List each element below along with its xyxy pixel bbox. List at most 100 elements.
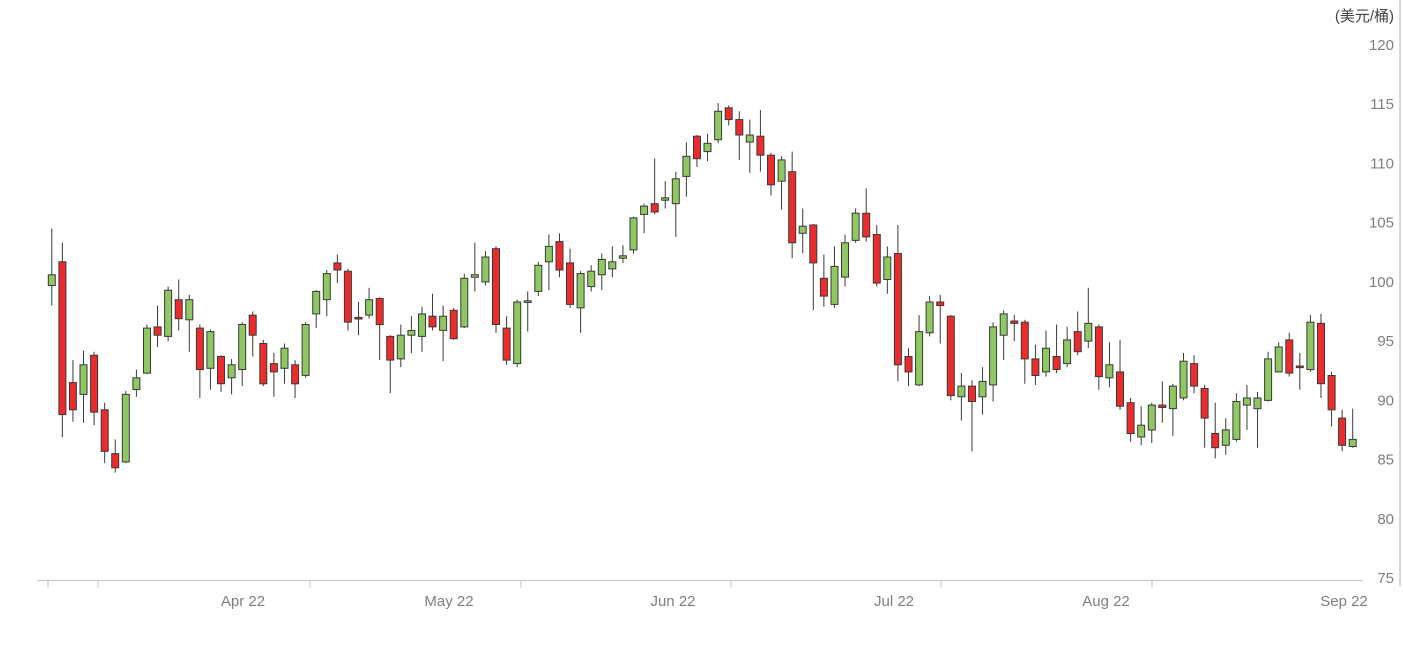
- candle[interactable]: [58, 242, 67, 438]
- candle[interactable]: [576, 271, 585, 333]
- candle[interactable]: [164, 286, 173, 342]
- candle[interactable]: [481, 251, 490, 286]
- candle[interactable]: [1084, 287, 1093, 349]
- candle[interactable]: [1116, 339, 1124, 410]
- candle[interactable]: [618, 245, 627, 263]
- candle[interactable]: [671, 171, 680, 237]
- candle[interactable]: [174, 279, 183, 331]
- candle[interactable]: [100, 402, 109, 464]
- candle[interactable]: [1168, 383, 1177, 436]
- candle[interactable]: [1042, 330, 1050, 377]
- candle[interactable]: [1126, 398, 1135, 442]
- candle[interactable]: [1306, 315, 1315, 372]
- candle[interactable]: [418, 306, 426, 352]
- candle[interactable]: [798, 208, 807, 254]
- candle[interactable]: [756, 110, 765, 172]
- candle[interactable]: [1327, 371, 1336, 427]
- candle[interactable]: [153, 305, 162, 347]
- candle[interactable]: [566, 248, 574, 308]
- candle[interactable]: [999, 310, 1008, 361]
- candle[interactable]: [1242, 384, 1251, 430]
- candle[interactable]: [1232, 393, 1241, 442]
- candle[interactable]: [1285, 332, 1294, 377]
- candle[interactable]: [1179, 353, 1188, 401]
- candle[interactable]: [354, 302, 363, 336]
- candle[interactable]: [809, 223, 818, 311]
- candle[interactable]: [1274, 342, 1283, 373]
- candle[interactable]: [90, 351, 99, 426]
- candle[interactable]: [1253, 392, 1262, 448]
- candle[interactable]: [915, 315, 924, 387]
- candle[interactable]: [936, 294, 945, 344]
- candle[interactable]: [1031, 344, 1040, 385]
- candle[interactable]: [1190, 355, 1199, 394]
- candle[interactable]: [185, 294, 194, 352]
- candle[interactable]: [238, 322, 247, 387]
- candle[interactable]: [1073, 311, 1082, 356]
- candle[interactable]: [217, 355, 225, 392]
- candle[interactable]: [1010, 315, 1019, 342]
- candle[interactable]: [925, 296, 934, 337]
- candle[interactable]: [1158, 381, 1167, 423]
- candle[interactable]: [333, 254, 342, 284]
- candle[interactable]: [269, 353, 278, 397]
- candle[interactable]: [206, 329, 215, 390]
- candle[interactable]: [788, 151, 797, 259]
- candle[interactable]: [1137, 406, 1146, 446]
- candle[interactable]: [523, 291, 532, 332]
- candle[interactable]: [587, 265, 596, 292]
- candle[interactable]: [1348, 408, 1357, 448]
- candle[interactable]: [629, 216, 638, 254]
- candle[interactable]: [534, 261, 543, 297]
- candle[interactable]: [608, 246, 617, 278]
- candle[interactable]: [195, 324, 204, 399]
- candle[interactable]: [439, 305, 448, 362]
- candle[interactable]: [640, 203, 649, 234]
- candle[interactable]: [851, 208, 860, 243]
- candle[interactable]: [343, 268, 352, 331]
- candle[interactable]: [1338, 409, 1347, 452]
- candle[interactable]: [280, 343, 289, 384]
- candle[interactable]: [132, 369, 141, 397]
- candle[interactable]: [957, 373, 966, 421]
- candle[interactable]: [1317, 313, 1325, 398]
- candle[interactable]: [893, 225, 902, 382]
- candle[interactable]: [724, 105, 733, 126]
- candle[interactable]: [1105, 342, 1114, 388]
- candle[interactable]: [322, 270, 331, 317]
- candle[interactable]: [460, 273, 469, 329]
- candle[interactable]: [248, 311, 257, 357]
- candle[interactable]: [703, 133, 712, 162]
- candle[interactable]: [428, 293, 437, 331]
- candle[interactable]: [841, 234, 849, 287]
- candle[interactable]: [745, 119, 754, 173]
- candle[interactable]: [312, 290, 321, 329]
- candle[interactable]: [375, 297, 384, 361]
- candle[interactable]: [735, 111, 744, 160]
- candle[interactable]: [989, 322, 998, 402]
- candle[interactable]: [1211, 402, 1220, 459]
- candle[interactable]: [365, 287, 374, 319]
- candle[interactable]: [407, 316, 416, 353]
- candle[interactable]: [555, 233, 564, 278]
- candle[interactable]: [862, 188, 871, 242]
- candle[interactable]: [1094, 324, 1103, 390]
- candle[interactable]: [143, 324, 151, 375]
- candle[interactable]: [68, 360, 77, 422]
- candle[interactable]: [597, 253, 606, 291]
- candle[interactable]: [1020, 319, 1029, 384]
- candle[interactable]: [259, 339, 268, 387]
- candle[interactable]: [661, 181, 670, 209]
- candle[interactable]: [968, 380, 976, 452]
- candle[interactable]: [121, 390, 130, 464]
- candle[interactable]: [449, 307, 458, 340]
- candle[interactable]: [946, 315, 955, 401]
- candle[interactable]: [111, 439, 120, 473]
- candle[interactable]: [291, 360, 300, 398]
- candle[interactable]: [386, 335, 395, 394]
- candle[interactable]: [502, 316, 511, 365]
- candle[interactable]: [470, 242, 479, 292]
- candle[interactable]: [1052, 324, 1061, 374]
- candle[interactable]: [1264, 351, 1273, 402]
- candle[interactable]: [301, 322, 310, 378]
